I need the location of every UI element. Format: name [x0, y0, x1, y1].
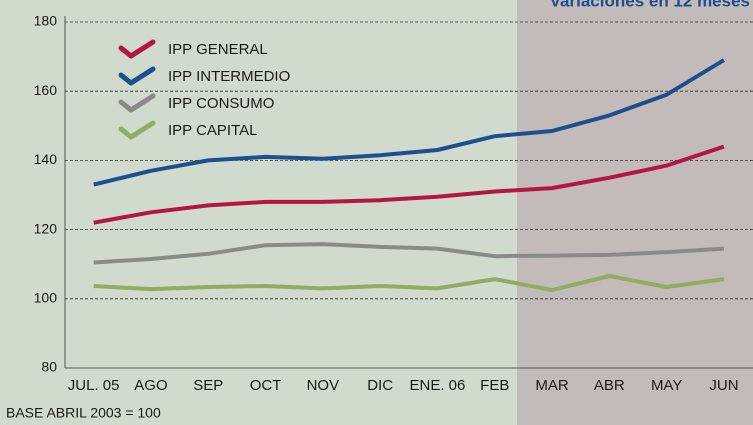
legend-label: IPP GENERAL [168, 41, 268, 58]
x-tick-label: NOV [307, 377, 340, 394]
y-tick-label: 180 [34, 13, 58, 29]
x-tick-label: ABR [594, 377, 625, 394]
legend-label: IPP CAPITAL [168, 122, 257, 139]
legend-label: IPP INTERMEDIO [168, 68, 290, 85]
photo-panel [517, 0, 753, 425]
chart-title: Variaciones en 12 meses [550, 0, 750, 10]
x-tick-label: JUN [709, 377, 738, 394]
legend-icon [118, 66, 156, 86]
y-tick-label: 120 [34, 220, 58, 236]
legend-label: IPP CONSUMO [168, 95, 274, 112]
x-tick-label: MAR [535, 377, 569, 394]
x-tick-label: ENE. 06 [410, 377, 466, 394]
x-tick-label: SEP [193, 377, 223, 394]
x-tick-label: FEB [480, 377, 509, 394]
x-tick-label: OCT [250, 377, 282, 394]
legend-icon [118, 120, 156, 140]
x-tick-label: JUL. 05 [68, 377, 120, 394]
legend-icon [118, 93, 156, 113]
x-tick-label: AGO [134, 377, 167, 394]
y-tick-label: 140 [34, 151, 58, 167]
footnote: BASE ABRIL 2003 = 100 [6, 405, 161, 421]
y-tick-label: 100 [34, 290, 58, 306]
series-line [93, 58, 725, 187]
series-line [93, 144, 725, 225]
series-line [93, 274, 725, 293]
x-tick-label: MAY [651, 377, 682, 394]
y-tick-label: 80 [41, 359, 57, 375]
x-tick-label: DIC [367, 377, 393, 394]
y-tick-label: 160 [34, 82, 58, 98]
legend-icon [118, 39, 156, 59]
series-line [93, 242, 725, 265]
